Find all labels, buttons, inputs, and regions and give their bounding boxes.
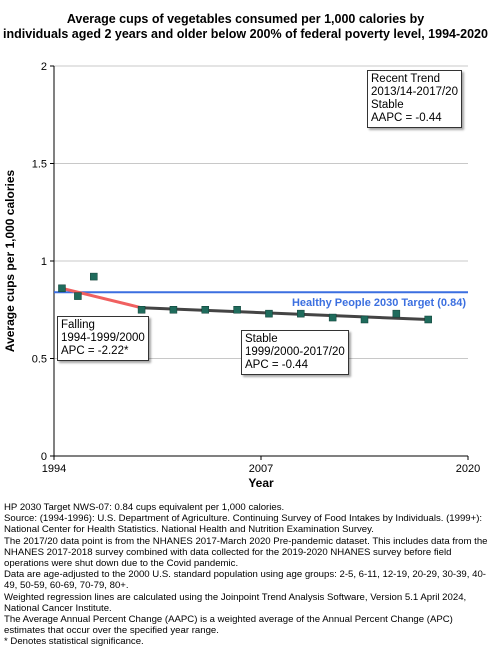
data-point — [137, 306, 146, 314]
y-tick-label: 1.5 — [32, 159, 47, 171]
y-tick-label: 0 — [41, 451, 47, 463]
y-axis-label: Average cups per 1,000 calories — [3, 170, 17, 353]
annotation-falling-line-3: APC = -2.22* — [61, 345, 129, 357]
data-point — [90, 272, 98, 281]
chart-title: Average cups of vegetables consumed per … — [0, 12, 491, 42]
annotation-falling-line-2: 1994-1999/2000 — [61, 332, 145, 344]
annotation-recent-line-3: Stable — [371, 99, 404, 111]
annotation-recent-line-1: Recent Trend — [371, 73, 441, 85]
trend-line-stable — [140, 306, 430, 321]
data-point — [169, 306, 178, 314]
footnote: Weighted regression lines are calculated… — [4, 591, 467, 614]
annotation-recent-line-2: 2013/14-2017/20 — [371, 86, 458, 98]
y-tick-label: 2 — [41, 61, 47, 73]
annotation-falling-trend: Falling 1994-1999/2000 APC = -2.22* — [57, 316, 149, 361]
annotation-recent-trend: Recent Trend 2013/14-2017/20 Stable AAPC… — [367, 70, 462, 128]
annotation-recent-line-4: AAPC = -0.44 — [371, 112, 442, 124]
footnote: Data are age-adjusted to the 2000 U.S. s… — [4, 569, 486, 592]
x-tick-label: 2007 — [249, 463, 273, 475]
data-point — [201, 306, 210, 314]
data-point — [328, 313, 337, 322]
chart-title-line-2: individuals aged 2 years and older below… — [3, 27, 488, 41]
x-tick-label: 1994 — [42, 463, 66, 475]
target-label: Healthy People 2030 Target (0.84) — [292, 297, 466, 309]
chart-title-line-1: Average cups of vegetables consumed per … — [66, 12, 425, 26]
footnote: Source: (1994-1996): U.S. Department of … — [4, 513, 483, 536]
data-point — [297, 309, 305, 318]
data-point — [265, 309, 273, 318]
y-tick-label: 0.5 — [32, 354, 47, 366]
footnote: The 2017/20 data point is from the NHANE… — [4, 535, 488, 570]
footnote: * Denotes statistical significance. — [4, 636, 144, 648]
annotation-stable-line-1: Stable — [245, 333, 278, 345]
annotation-stable-line-3: APC = -0.44 — [245, 359, 308, 371]
data-point — [74, 292, 82, 300]
data-point — [392, 309, 401, 318]
annotation-stable-trend: Stable 1999/2000-2017/20 APC = -0.44 — [241, 330, 349, 375]
y-tick-label: 1 — [41, 256, 47, 268]
trend-line-falling — [60, 286, 144, 310]
footnotes: HP 2030 Target NWS-07: 0.84 cups equival… — [4, 502, 488, 648]
data-point — [233, 306, 241, 314]
x-axis-label: Year — [248, 476, 274, 490]
data-point — [360, 315, 369, 324]
x-tick-label: 2020 — [456, 463, 480, 475]
annotation-stable-line-2: 1999/2000-2017/20 — [245, 346, 345, 358]
data-point — [424, 315, 432, 324]
data-point — [58, 284, 66, 293]
footnote: HP 2030 Target NWS-07: 0.84 cups equival… — [4, 502, 285, 513]
footnote: The Average Annual Percent Change (AAPC)… — [4, 614, 453, 637]
annotation-falling-line-1: Falling — [61, 319, 95, 331]
